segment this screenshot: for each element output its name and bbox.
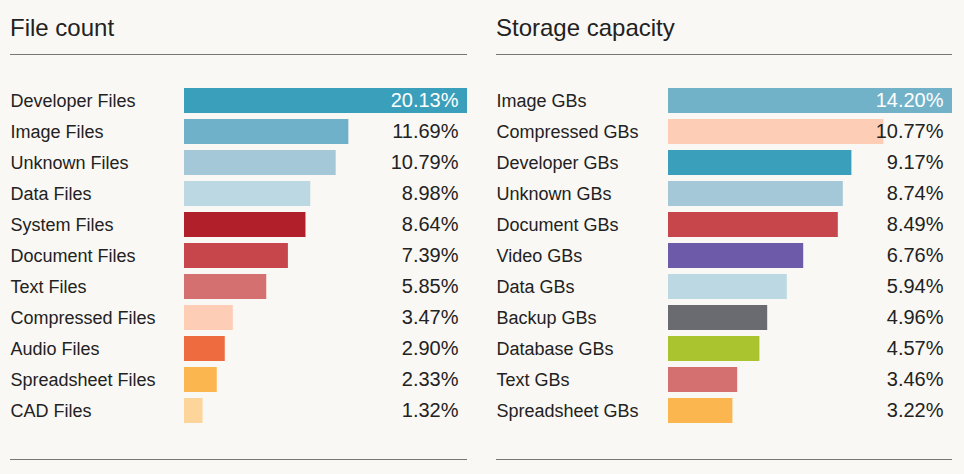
svg-text:Database GBs: Database GBs (497, 339, 614, 359)
svg-text:20.13%: 20.13% (391, 89, 459, 111)
svg-text:5.94%: 5.94% (887, 275, 944, 297)
svg-text:3.46%: 3.46% (887, 368, 944, 390)
svg-text:2.90%: 2.90% (402, 337, 459, 359)
svg-text:Data GBs: Data GBs (497, 277, 575, 297)
svg-text:Unknown Files: Unknown Files (11, 153, 129, 173)
svg-text:Image Files: Image Files (11, 122, 104, 142)
svg-text:Document Files: Document Files (11, 246, 136, 266)
svg-text:Backup GBs: Backup GBs (497, 308, 597, 328)
svg-text:Compressed GBs: Compressed GBs (497, 122, 639, 142)
svg-text:System Files: System Files (11, 215, 114, 235)
svg-text:Text GBs: Text GBs (497, 370, 570, 390)
svg-text:Data Files: Data Files (11, 184, 92, 204)
html-text:File count: File count (10, 14, 115, 41)
svg-text:4.96%: 4.96% (887, 306, 944, 328)
svg-text:3.22%: 3.22% (887, 399, 944, 421)
svg-text:Audio Files: Audio Files (11, 339, 100, 359)
svg-text:Developer GBs: Developer GBs (497, 153, 619, 173)
svg-text:Unknown GBs: Unknown GBs (497, 184, 612, 204)
svg-text:2.33%: 2.33% (402, 368, 459, 390)
svg-text:10.77%: 10.77% (876, 120, 944, 142)
svg-text:7.39%: 7.39% (402, 244, 459, 266)
svg-text:9.17%: 9.17% (887, 151, 944, 173)
html-text:Storage capacity: Storage capacity (496, 14, 675, 41)
svg-text:CAD Files: CAD Files (11, 401, 92, 421)
svg-text:6.76%: 6.76% (887, 244, 944, 266)
svg-text:4.57%: 4.57% (887, 337, 944, 359)
svg-text:Spreadsheet GBs: Spreadsheet GBs (497, 401, 639, 421)
svg-text:Text Files: Text Files (11, 277, 87, 297)
svg-text:11.69%: 11.69% (392, 120, 459, 142)
svg-text:Image GBs: Image GBs (497, 91, 587, 111)
svg-text:Developer Files: Developer Files (11, 91, 136, 111)
svg-text:10.79%: 10.79% (391, 151, 459, 173)
svg-text:1.32%: 1.32% (402, 399, 459, 421)
svg-text:8.74%: 8.74% (887, 182, 944, 204)
svg-text:8.64%: 8.64% (402, 213, 459, 235)
svg-text:8.98%: 8.98% (402, 182, 459, 204)
svg-text:8.49%: 8.49% (887, 213, 944, 235)
svg-text:Video GBs: Video GBs (497, 246, 583, 266)
svg-text:Document GBs: Document GBs (497, 215, 619, 235)
svg-text:Spreadsheet Files: Spreadsheet Files (11, 370, 156, 390)
svg-text:5.85%: 5.85% (402, 275, 459, 297)
svg-text:3.47%: 3.47% (402, 306, 459, 328)
svg-text:Compressed Files: Compressed Files (11, 308, 156, 328)
svg-text:14.20%: 14.20% (876, 89, 944, 111)
